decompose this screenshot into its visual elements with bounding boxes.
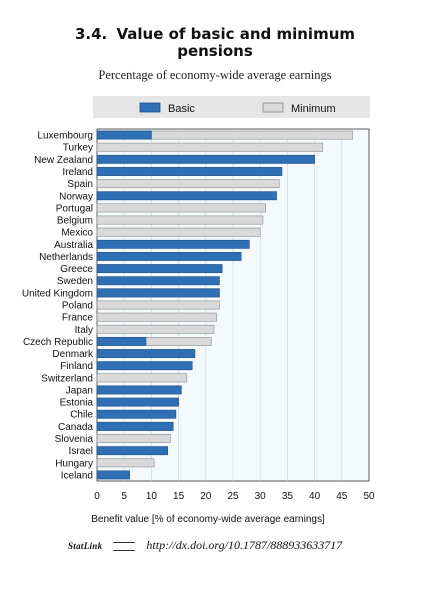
category-label: Slovenia [55, 434, 94, 445]
bar-minimum [96, 203, 266, 213]
category-label: Luxembourg [37, 131, 93, 142]
x-tick-label: 35 [282, 491, 294, 502]
x-tick-label: 0 [94, 491, 100, 502]
category-label: Hungary [55, 458, 93, 469]
category-label: Spain [67, 179, 93, 190]
category-label: Turkey [63, 143, 93, 154]
x-tick-label: 20 [200, 491, 212, 502]
bar-minimum [96, 300, 220, 310]
figure-title: Value of basic and minimum pensions [116, 25, 356, 60]
category-label: United Kingdom [22, 288, 93, 299]
bar-minimum [96, 179, 280, 189]
bar-basic [96, 264, 223, 274]
category-label: Estonia [60, 398, 94, 409]
bar-basic [96, 470, 130, 480]
bar-basic [96, 446, 169, 456]
bar-basic [96, 336, 147, 346]
category-label: Finland [60, 361, 93, 372]
bar-basic [96, 239, 250, 249]
category-label: Poland [62, 301, 93, 312]
category-label: Italy [75, 325, 93, 336]
x-tick-label: 25 [227, 491, 239, 502]
statlink-url[interactable]: http://dx.doi.org/10.1787/888933633717 [146, 538, 343, 552]
bar-basic [96, 154, 315, 164]
category-label: Greece [60, 264, 93, 275]
bar-basic [96, 288, 220, 298]
bar-basic [96, 409, 177, 419]
category-label: Switzerland [41, 373, 93, 384]
category-label: Norway [59, 191, 93, 202]
statlink: StatLink http://dx.doi.org/10.1787/88893… [68, 538, 342, 553]
legend-label-minimum: Minimum [291, 103, 336, 115]
category-label: Czech Republic [23, 337, 93, 348]
bar-minimum [96, 142, 324, 152]
bar-basic [96, 167, 283, 176]
x-tick-label: 5 [121, 491, 127, 502]
category-label: Belgium [57, 216, 93, 227]
figure-number: 3.4. [74, 25, 108, 43]
chart-subtitle: Percentage of economy-wide average earni… [98, 68, 332, 82]
x-tick-label: 50 [363, 491, 375, 502]
bars [96, 130, 353, 480]
bar-minimum [96, 373, 188, 383]
bar-basic [96, 276, 220, 286]
legend-label-basic: Basic [168, 103, 195, 115]
bar-basic [96, 361, 193, 371]
category-label: Japan [66, 385, 93, 396]
bar-basic [96, 385, 182, 395]
category-label: Iceland [61, 470, 93, 481]
statlink-label: StatLink [68, 541, 103, 551]
bar-minimum [96, 227, 261, 237]
category-label: New Zealand [34, 155, 93, 166]
bar-minimum [96, 324, 215, 334]
category-label: Portugal [56, 203, 93, 214]
bar-minimum [96, 215, 264, 225]
statlink-logo-icon [113, 541, 136, 551]
bar-basic [96, 191, 277, 201]
bar-basic [96, 397, 179, 407]
category-label: Denmark [52, 349, 94, 360]
category-label: Chile [70, 410, 93, 421]
category-label: Ireland [62, 167, 93, 178]
x-tick-label: 15 [173, 491, 185, 502]
bar-minimum [96, 312, 217, 322]
bar-basic [96, 349, 196, 358]
category-label: Australia [54, 240, 93, 251]
category-label: Netherlands [39, 252, 93, 263]
legend-swatch-minimum [262, 102, 284, 113]
bar-basic [96, 130, 152, 140]
bar-basic [96, 421, 174, 431]
x-tick-label: 30 [255, 491, 267, 502]
chart-title: 3.4. Value of basic and minimum pensions [40, 26, 390, 60]
category-label: Israel [69, 446, 93, 457]
x-tick-labels: 0 5 10 15 20 25 30 35 40 45 50 [94, 491, 375, 502]
x-tick-label: 10 [146, 491, 158, 502]
category-label: Canada [58, 422, 93, 433]
legend-box [93, 96, 370, 118]
bar-basic [96, 252, 242, 261]
bar-minimum [96, 458, 155, 468]
x-tick-label: 40 [309, 491, 321, 502]
x-axis-label: Benefit value [% of economy-wide average… [91, 514, 325, 525]
x-tick-label: 45 [336, 491, 348, 502]
category-label: Mexico [61, 228, 93, 239]
category-label: Sweden [57, 276, 93, 287]
category-label: France [62, 313, 94, 324]
bar-minimum [96, 434, 171, 443]
legend-swatch-basic [139, 102, 161, 113]
